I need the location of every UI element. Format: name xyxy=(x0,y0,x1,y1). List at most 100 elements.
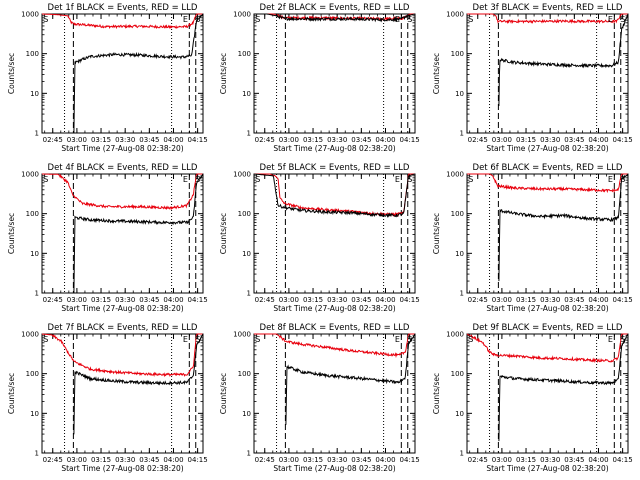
marker-s: S xyxy=(407,335,412,344)
y-tick-label: 1 xyxy=(35,450,39,458)
y-tick-label: 100 xyxy=(238,210,251,218)
marker-e: E xyxy=(608,175,613,184)
x-tick-label: 04:00 xyxy=(588,456,608,464)
events-series-line xyxy=(285,333,416,425)
x-tick-label: 03:00 xyxy=(279,296,299,304)
x-tick-label: 03:45 xyxy=(351,456,371,464)
x-tick-label: 02:45 xyxy=(255,456,275,464)
x-tick-label: 02:45 xyxy=(255,136,275,144)
y-tick-label: 1 xyxy=(35,130,39,138)
marker-e: E xyxy=(183,335,188,344)
plot-frame xyxy=(41,333,204,454)
x-tick-label: 04:15 xyxy=(188,136,208,144)
x-tick-label: 04:15 xyxy=(400,456,420,464)
x-tick-label: 03:00 xyxy=(492,456,512,464)
plot-frame xyxy=(253,333,416,454)
x-tick-label: 03:15 xyxy=(91,136,111,144)
x-tick-label: 04:15 xyxy=(613,136,633,144)
y-tick-label: 1000 xyxy=(21,171,39,179)
y-axis-label: Counts/sec xyxy=(432,373,441,414)
y-tick-label: 100 xyxy=(238,50,251,58)
panel-title: Det 2f BLACK = Events, RED = LLD xyxy=(260,3,410,13)
y-tick-label: 1000 xyxy=(446,331,464,339)
events-series-line xyxy=(498,14,629,107)
x-tick-label: 04:15 xyxy=(400,296,420,304)
x-axis-label: Start Time (27-Aug-08 02:38:20) xyxy=(273,464,395,473)
panel-det-4f: Det 4f BLACK = Events, RED = LLD 1 10 100 10… xyxy=(7,163,208,313)
y-tick-label: 10 xyxy=(455,90,464,98)
y-tick-label: 1000 xyxy=(446,11,464,19)
y-tick-label: 1000 xyxy=(21,11,39,19)
x-tick-label: 03:15 xyxy=(91,296,111,304)
plot-frame xyxy=(253,13,416,134)
y-tick-label: 1 xyxy=(460,290,464,298)
x-axis-label: Start Time (27-Aug-08 02:38:20) xyxy=(61,464,183,473)
panel-title: Det 4f BLACK = Events, RED = LLD xyxy=(48,163,198,173)
x-tick-label: 04:00 xyxy=(375,136,395,144)
x-tick-label: 03:30 xyxy=(540,296,560,304)
x-tick-label: 02:45 xyxy=(43,296,63,304)
panel-title: Det 6f BLACK = Events, RED = LLD xyxy=(473,163,623,173)
panel-det-5f: Det 5f BLACK = Events, RED = LLD 1 10 100 10… xyxy=(219,163,420,313)
x-tick-label: 03:15 xyxy=(303,136,323,144)
x-tick-label: 04:15 xyxy=(400,136,420,144)
x-tick-label: 04:15 xyxy=(613,296,633,304)
panel-det-7f: Det 7f BLACK = Events, RED = LLD 1 10 100 10… xyxy=(7,323,208,473)
y-tick-label: 100 xyxy=(238,370,251,378)
lld-series-line xyxy=(42,13,203,30)
x-tick-label: 04:00 xyxy=(375,456,395,464)
y-axis-label: Counts/sec xyxy=(7,213,16,254)
y-axis-label: Counts/sec xyxy=(219,53,228,94)
x-tick-label: 03:45 xyxy=(139,456,159,464)
x-tick-label: 04:00 xyxy=(163,296,183,304)
x-axis-label: Start Time (27-Aug-08 02:38:20) xyxy=(273,304,395,313)
x-tick-label: 03:15 xyxy=(516,296,536,304)
x-tick-label: 04:00 xyxy=(375,296,395,304)
y-tick-label: 1000 xyxy=(233,171,251,179)
x-tick-label: 02:45 xyxy=(468,296,488,304)
x-tick-label: 04:00 xyxy=(588,296,608,304)
marker-s: S xyxy=(195,335,200,344)
lld-series-line xyxy=(42,173,203,211)
marker-s: S xyxy=(468,335,473,344)
y-tick-label: 100 xyxy=(26,370,39,378)
lld-series-line xyxy=(467,173,628,194)
x-tick-label: 03:45 xyxy=(564,456,584,464)
x-tick-label: 03:15 xyxy=(516,456,536,464)
plot-frame xyxy=(41,173,204,294)
marker-e: E xyxy=(608,335,613,344)
y-axis-label: Counts/sec xyxy=(7,53,16,94)
x-tick-label: 03:45 xyxy=(564,296,584,304)
x-tick-label: 03:30 xyxy=(115,296,135,304)
x-tick-label: 03:15 xyxy=(303,296,323,304)
events-series-line xyxy=(73,333,204,435)
marker-s: S xyxy=(255,335,260,344)
x-tick-label: 03:30 xyxy=(540,136,560,144)
marker-s: S xyxy=(43,15,48,24)
marker-s: S xyxy=(468,15,473,24)
marker-s: S xyxy=(620,15,625,24)
plot-frame xyxy=(41,13,204,134)
x-tick-label: 04:00 xyxy=(588,136,608,144)
y-tick-label: 10 xyxy=(30,90,39,98)
plot-frame xyxy=(466,173,629,294)
x-axis-label: Start Time (27-Aug-08 02:38:20) xyxy=(486,304,608,313)
x-tick-label: 04:15 xyxy=(188,456,208,464)
y-tick-label: 10 xyxy=(242,410,251,418)
y-tick-label: 100 xyxy=(451,210,464,218)
x-tick-label: 03:45 xyxy=(351,136,371,144)
marker-e: E xyxy=(395,15,400,24)
x-tick-label: 03:00 xyxy=(67,296,87,304)
marker-s: S xyxy=(620,335,625,344)
plot-frame xyxy=(466,13,629,134)
x-tick-label: 03:30 xyxy=(115,456,135,464)
x-tick-label: 03:30 xyxy=(540,456,560,464)
lld-series-line xyxy=(466,333,628,364)
panel-title: Det 5f BLACK = Events, RED = LLD xyxy=(260,163,410,173)
x-tick-label: 02:45 xyxy=(43,136,63,144)
x-tick-label: 02:45 xyxy=(255,296,275,304)
x-tick-label: 04:00 xyxy=(163,136,183,144)
lld-series-line xyxy=(41,333,203,378)
plot-frame xyxy=(466,333,629,454)
